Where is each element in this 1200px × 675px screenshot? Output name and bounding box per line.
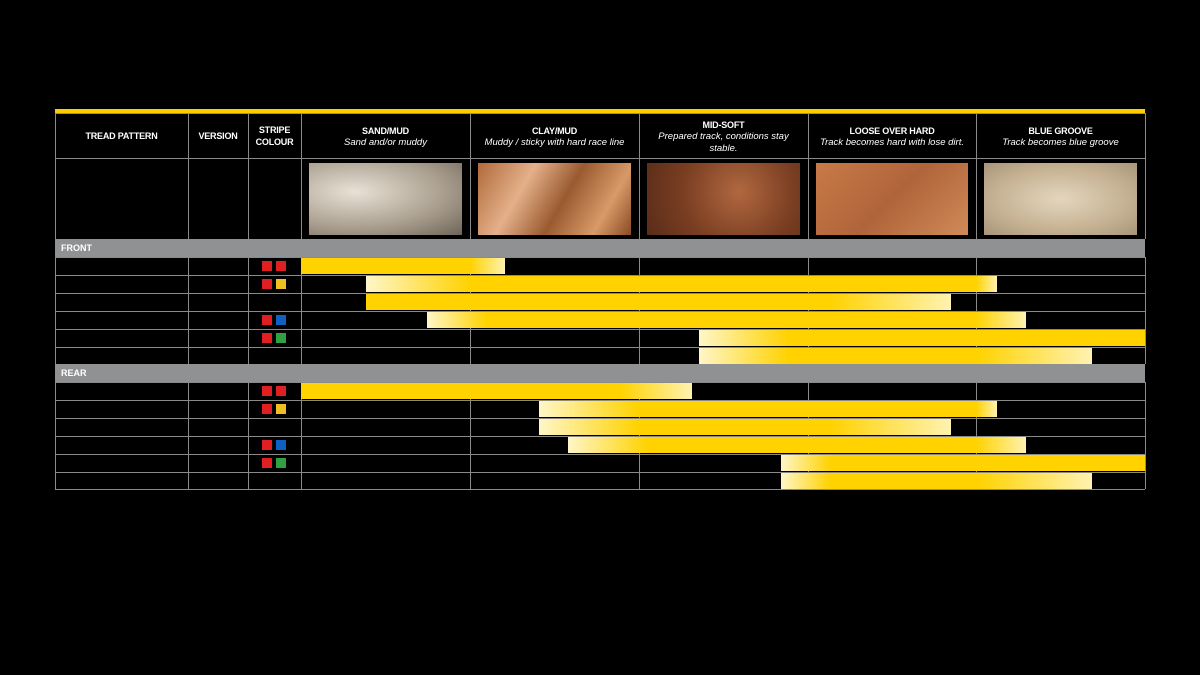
grid-line: [55, 257, 56, 364]
grid-line: [470, 257, 471, 364]
terrain-image: [816, 163, 968, 235]
section-header: FRONT: [55, 239, 1145, 257]
suitability-bar: [568, 437, 1026, 453]
grid-line: [55, 436, 1145, 437]
grid-line: [976, 257, 977, 364]
stripe-swatch: [276, 261, 286, 271]
grid-line: [808, 113, 809, 239]
grid-line: [301, 113, 302, 239]
grid-line: [301, 382, 302, 489]
grid-line: [248, 257, 249, 364]
grid-line: [55, 113, 1145, 114]
column-title: CLAY/MUD: [531, 126, 578, 136]
grid-line: [55, 329, 1145, 330]
column-description: Track becomes blue groove: [1002, 137, 1119, 148]
stripe-swatch: [262, 404, 272, 414]
column-description: Prepared track, conditions stay stable.: [658, 131, 789, 154]
stripe-swatch: [262, 315, 272, 325]
grid-line: [55, 158, 1145, 159]
grid-line: [55, 418, 1145, 419]
stripe-swatch: [262, 261, 272, 271]
grid-line: [808, 382, 809, 489]
column-description: Sand and/or muddy: [344, 137, 427, 148]
stripe-swatch: [276, 440, 286, 450]
grid-line: [55, 113, 56, 239]
grid-line: [470, 382, 471, 489]
suitability-bar: [699, 348, 1092, 364]
stripe-swatch: [276, 315, 286, 325]
section-header: REAR: [55, 364, 1145, 382]
grid-line: [188, 257, 189, 364]
grid-line: [1145, 257, 1146, 364]
grid-line: [976, 382, 977, 489]
stripe-swatch: [262, 386, 272, 396]
suitability-bar: [366, 276, 997, 292]
column-description: Muddy / sticky with hard race line: [484, 137, 625, 148]
column-title: MID-SOFT: [702, 120, 745, 130]
grid-line: [55, 293, 1145, 294]
stripe-swatch: [262, 279, 272, 289]
grid-line: [55, 257, 1145, 258]
grid-line: [55, 311, 1145, 312]
terrain-image: [309, 163, 462, 235]
suitability-bar: [301, 258, 505, 274]
grid-line: [55, 275, 1145, 276]
grid-line: [639, 257, 640, 364]
suitability-bar: [427, 312, 1026, 328]
terrain-image: [647, 163, 800, 235]
suitability-bar: [781, 455, 1145, 471]
grid-line: [55, 472, 1145, 473]
grid-line: [470, 113, 471, 239]
grid-line: [248, 382, 249, 489]
suitability-bar: [539, 401, 997, 417]
column-description: Track becomes hard with lose dirt.: [820, 137, 964, 148]
terrain-image: [984, 163, 1137, 235]
suitability-bar: [539, 419, 951, 435]
stripe-swatch: [262, 440, 272, 450]
column-title: BLUE GROOVE: [1028, 126, 1093, 136]
stripe-swatch: [276, 404, 286, 414]
column-title: LOOSE OVER HARD: [849, 126, 935, 136]
column-title: STRIPE COLOUR: [255, 125, 294, 147]
grid-line: [55, 400, 1145, 401]
stripe-swatch: [262, 333, 272, 343]
grid-line: [248, 113, 249, 239]
grid-line: [301, 257, 302, 364]
grid-line: [55, 347, 1145, 348]
stripe-swatch: [276, 386, 286, 396]
stripe-swatch: [276, 458, 286, 468]
column-title: TREAD PATTERN: [85, 131, 158, 141]
suitability-bar: [699, 330, 1145, 346]
grid-line: [55, 489, 1145, 490]
stripe-swatch: [276, 333, 286, 343]
stripe-swatch: [276, 279, 286, 289]
suitability-bar: [301, 383, 692, 399]
suitability-bar: [781, 473, 1092, 489]
column-title: VERSION: [198, 131, 238, 141]
grid-line: [1145, 113, 1146, 239]
grid-line: [639, 113, 640, 239]
stripe-swatch: [262, 458, 272, 468]
grid-line: [976, 113, 977, 239]
grid-line: [188, 382, 189, 489]
suitability-bar: [366, 294, 951, 310]
terrain-image: [478, 163, 631, 235]
column-title: SAND/MUD: [362, 126, 409, 136]
grid-line: [55, 382, 56, 489]
grid-line: [1145, 382, 1146, 489]
grid-line: [55, 382, 1145, 383]
grid-line: [808, 257, 809, 364]
top-accent: [55, 109, 1145, 113]
grid-line: [188, 113, 189, 239]
grid-line: [55, 454, 1145, 455]
grid-line: [639, 382, 640, 489]
